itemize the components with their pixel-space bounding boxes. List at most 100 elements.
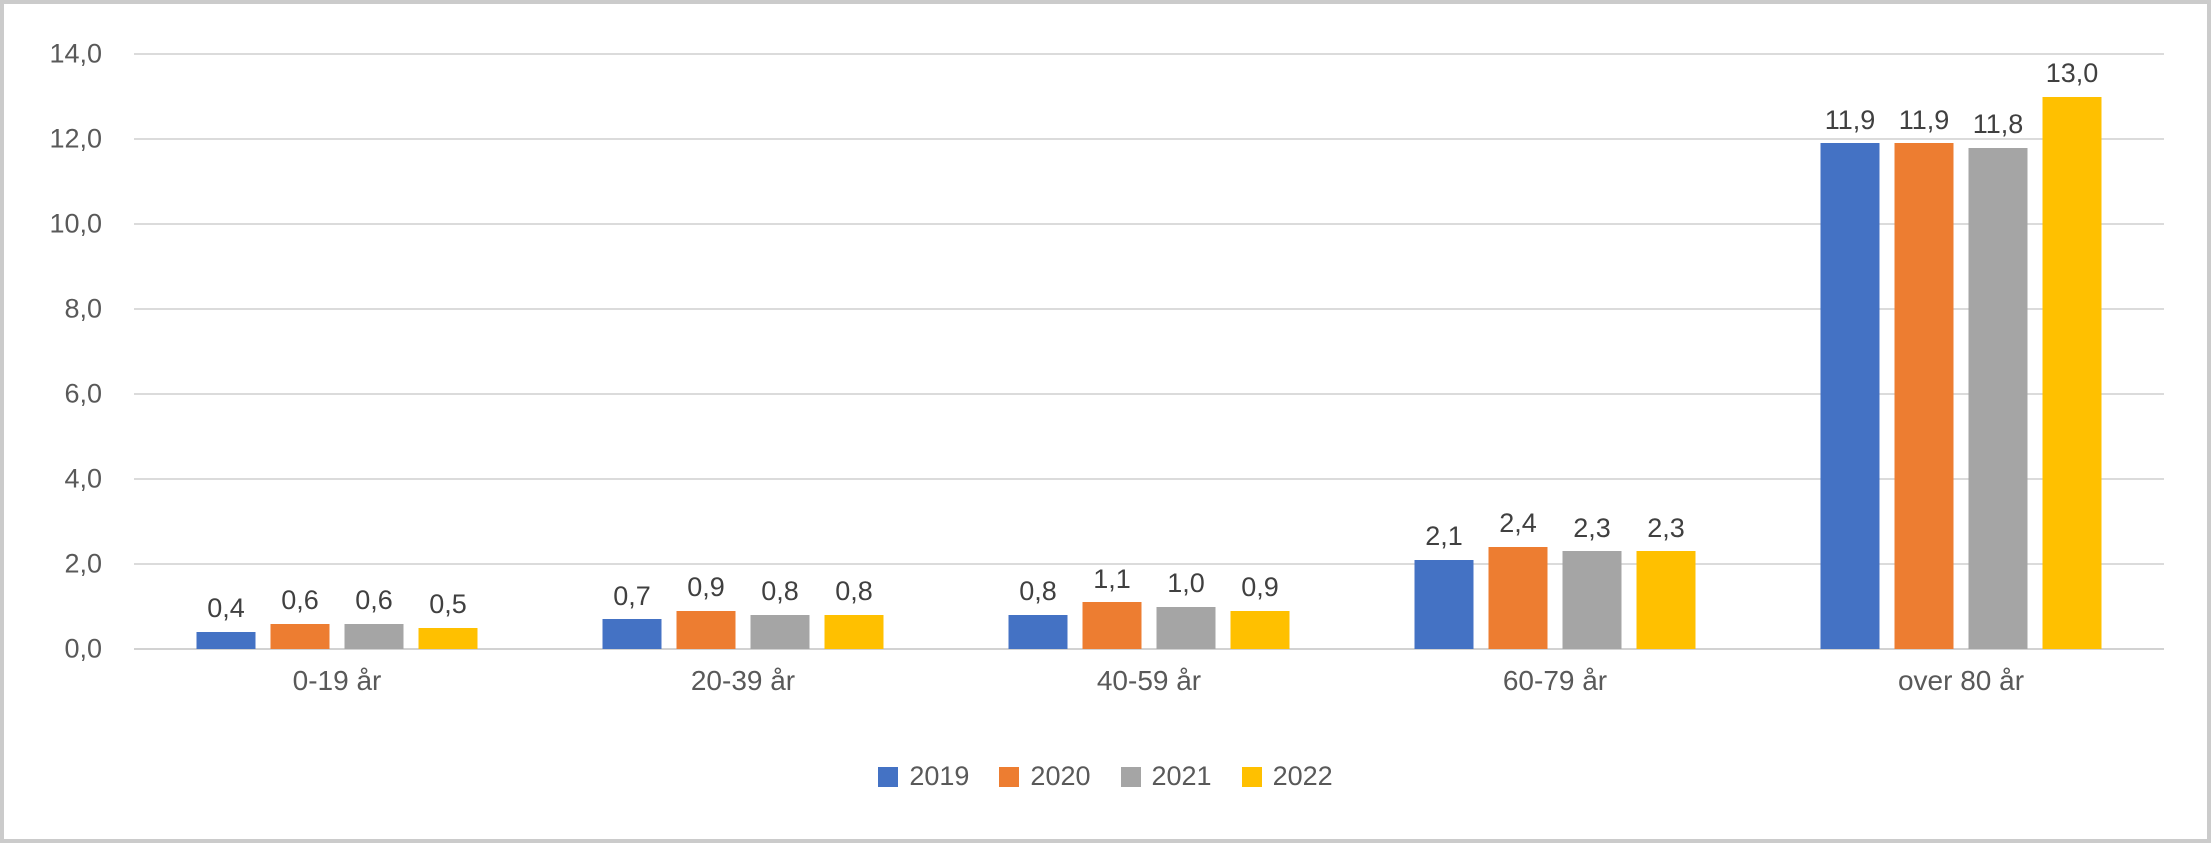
bar-column-2021: 11,8 — [1968, 108, 2028, 649]
bar — [602, 619, 662, 649]
bar — [1894, 143, 1954, 649]
bar-column-2021: 0,6 — [344, 584, 404, 649]
data-label: 1,1 — [1093, 563, 1131, 594]
gridline — [134, 223, 2164, 225]
legend: 2019 2020 2021 2022 — [4, 761, 2207, 792]
bar-column-2020: 2,4 — [1488, 508, 1548, 649]
bar-group: 0,4 0,6 0,6 0,5 — [196, 584, 478, 649]
bar-column-2019: 11,9 — [1820, 104, 1880, 649]
data-label: 0,6 — [355, 584, 393, 615]
bar-column-2020: 0,9 — [676, 572, 736, 649]
bar-column-2022: 0,5 — [418, 589, 478, 649]
legend-swatch-icon — [878, 766, 899, 787]
bar — [1008, 615, 1068, 649]
data-label: 0,7 — [613, 580, 651, 611]
bar-column-2020: 1,1 — [1082, 563, 1142, 649]
bar — [1230, 610, 1290, 649]
bar-column-2021: 0,8 — [750, 576, 810, 649]
bar-group: 0,7 0,9 0,8 0,8 — [602, 572, 884, 649]
bar — [1156, 606, 1216, 649]
data-label: 11,9 — [1824, 104, 1876, 135]
bar-column-2021: 2,3 — [1562, 512, 1622, 649]
data-label: 2,1 — [1425, 521, 1463, 552]
x-axis-line — [134, 648, 2164, 650]
legend-swatch-icon — [1241, 766, 1262, 787]
data-label: 2,3 — [1647, 512, 1685, 543]
gridline — [134, 478, 2164, 480]
bar-column-2020: 0,6 — [270, 584, 330, 649]
bar — [676, 610, 736, 649]
legend-swatch-icon — [1120, 766, 1141, 787]
legend-label: 2020 — [1030, 761, 1091, 791]
bar — [418, 627, 478, 649]
bar — [824, 615, 884, 649]
bar — [270, 623, 330, 649]
y-tick-label: 8,0 — [64, 293, 102, 324]
bar — [1082, 602, 1142, 649]
bar-column-2022: 0,9 — [1230, 572, 1290, 649]
y-tick-label: 6,0 — [64, 378, 102, 409]
y-tick-label: 0,0 — [64, 633, 102, 664]
x-axis-label: 20-39 år — [690, 665, 796, 696]
data-label: 0,9 — [687, 572, 725, 603]
gridline — [134, 138, 2164, 140]
y-tick-label: 2,0 — [64, 548, 102, 579]
data-label: 0,8 — [761, 576, 799, 607]
bar — [750, 615, 810, 649]
bar — [1968, 147, 2028, 649]
data-label: 0,8 — [835, 576, 873, 607]
gridline — [134, 563, 2164, 565]
gridline — [134, 53, 2164, 55]
bar-column-2022: 0,8 — [824, 576, 884, 649]
bar-group: 11,9 11,9 11,8 13,0 — [1820, 57, 2102, 649]
data-label: 2,3 — [1573, 512, 1611, 543]
gridline — [134, 393, 2164, 395]
bar-column-2022: 2,3 — [1636, 512, 1696, 649]
legend-item-2022: 2022 — [1241, 761, 1333, 792]
bar-column-2021: 1,0 — [1156, 567, 1216, 649]
bar — [1488, 547, 1548, 649]
data-label: 0,8 — [1019, 576, 1057, 607]
x-axis: 0-19 år 20-39 år 40-59 år 60-79 år over 80 å… — [134, 665, 2164, 697]
bar-column-2019: 0,8 — [1008, 576, 1068, 649]
bar — [1636, 551, 1696, 649]
data-label: 0,4 — [207, 593, 245, 624]
data-label: 13,0 — [2045, 57, 2099, 88]
bar-column-2019: 2,1 — [1414, 521, 1474, 649]
legend-label: 2022 — [1272, 761, 1333, 791]
data-label: 0,5 — [429, 589, 467, 620]
bar — [1820, 143, 1880, 649]
bar-column-2019: 0,7 — [602, 580, 662, 649]
legend-item-2020: 2020 — [999, 761, 1091, 792]
data-label: 11,9 — [1898, 104, 1950, 135]
data-label: 1,0 — [1167, 567, 1205, 598]
bar-group: 2,1 2,4 2,3 2,3 — [1414, 508, 1696, 649]
bar-group: 0,8 1,1 1,0 0,9 — [1008, 563, 1290, 649]
bar-column-2022: 13,0 — [2042, 57, 2102, 649]
bar-column-2019: 0,4 — [196, 593, 256, 649]
data-label: 2,4 — [1499, 508, 1537, 539]
gridline — [134, 308, 2164, 310]
x-axis-label: over 80 år — [1897, 665, 2025, 696]
x-axis-label: 40-59 år — [1096, 665, 1202, 696]
y-tick-label: 4,0 — [64, 463, 102, 494]
data-label: 0,9 — [1241, 572, 1279, 603]
x-axis-label: 60-79 år — [1502, 665, 1608, 696]
y-tick-label: 10,0 — [49, 208, 102, 239]
bar — [196, 632, 256, 649]
legend-item-2021: 2021 — [1120, 761, 1212, 792]
y-tick-label: 14,0 — [49, 38, 102, 69]
legend-label: 2021 — [1151, 761, 1212, 791]
bar-column-2020: 11,9 — [1894, 104, 1954, 649]
bar — [344, 623, 404, 649]
y-tick-label: 12,0 — [49, 123, 102, 154]
data-label: 0,6 — [281, 584, 319, 615]
data-label: 11,8 — [1972, 108, 2024, 139]
bar — [1562, 551, 1622, 649]
legend-label: 2019 — [909, 761, 970, 791]
x-axis-label: 0-19 år — [292, 665, 382, 696]
bar — [1414, 559, 1474, 649]
legend-item-2019: 2019 — [878, 761, 969, 792]
plot-area: 0,0 2,0 4,0 6,0 8,0 10,0 12,0 14,0 0,4 0,6 0,6 0,5 0… — [49, 40, 2164, 662]
